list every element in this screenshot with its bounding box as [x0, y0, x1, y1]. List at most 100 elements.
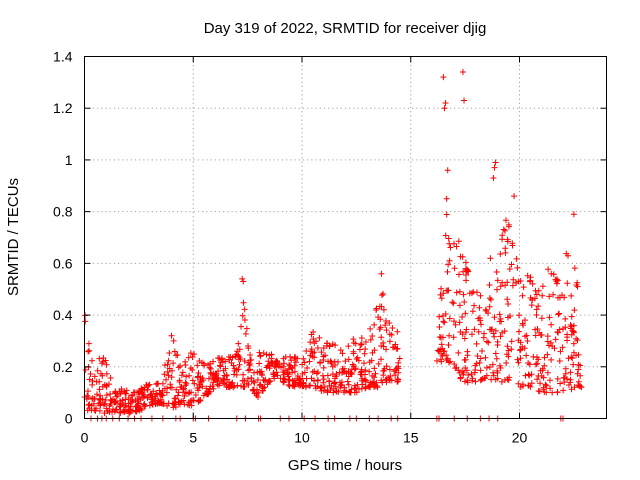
data-point [118, 386, 125, 393]
data-point [445, 342, 452, 349]
data-point [471, 326, 478, 333]
data-point [257, 381, 264, 388]
data-point [162, 362, 169, 369]
data-point [380, 367, 387, 374]
data-point [378, 356, 385, 363]
data-point [388, 377, 395, 384]
data-point [468, 371, 475, 378]
data-point [516, 312, 523, 319]
data-point [519, 292, 526, 299]
data-point [182, 361, 189, 368]
data-point [291, 383, 298, 390]
data-point [471, 369, 478, 376]
data-point [499, 232, 506, 239]
data-point [574, 337, 581, 344]
data-point [468, 331, 475, 338]
data-point [260, 350, 267, 357]
data-point [504, 238, 511, 245]
data-point [180, 385, 187, 392]
data-point [465, 371, 472, 378]
data-point [241, 316, 248, 323]
data-point [447, 244, 454, 251]
data-point [389, 344, 396, 351]
data-point [96, 395, 103, 402]
data-point [160, 400, 167, 407]
data-point [578, 384, 585, 391]
data-point [533, 291, 540, 298]
data-point [450, 334, 457, 341]
data-point [94, 367, 101, 374]
data-point [316, 334, 323, 341]
data-point [164, 368, 171, 375]
data-point [502, 245, 509, 252]
data-point [508, 346, 515, 353]
data-point [442, 232, 449, 239]
data-point [126, 410, 133, 417]
data-point [168, 374, 175, 381]
data-point [296, 376, 303, 383]
data-point [191, 380, 198, 387]
data-point [140, 391, 147, 398]
data-point [506, 265, 513, 272]
data-point [544, 338, 551, 345]
data-point [571, 384, 578, 391]
data-point [328, 359, 335, 366]
data-point [456, 271, 463, 278]
data-point [456, 288, 463, 295]
data-point [462, 356, 469, 363]
data-point [236, 361, 243, 368]
data-point [482, 375, 489, 382]
data-point [223, 383, 230, 390]
data-point [443, 352, 450, 359]
data-point [344, 378, 351, 385]
data-point [389, 325, 396, 332]
data-point [392, 372, 399, 379]
data-point [505, 377, 512, 384]
data-point [240, 383, 247, 390]
data-point [490, 369, 497, 376]
data-point [353, 389, 360, 396]
data-point [443, 211, 450, 218]
y-tick-label: 1.2 [53, 100, 73, 116]
data-point [515, 359, 522, 366]
data-point [183, 380, 190, 387]
data-point [464, 379, 471, 386]
data-point [311, 377, 318, 384]
data-point [350, 362, 357, 369]
data-point [299, 375, 306, 382]
data-point [534, 360, 541, 367]
data-point [356, 346, 363, 353]
data-point [525, 382, 532, 389]
data-point [189, 377, 196, 384]
data-point [538, 331, 545, 338]
data-point [138, 385, 145, 392]
data-point [492, 350, 499, 357]
data-point [86, 405, 93, 412]
data-point [88, 357, 95, 364]
y-tick-label: 0.4 [53, 307, 73, 323]
data-point [504, 279, 511, 286]
data-point [191, 351, 198, 358]
data-point [261, 384, 268, 391]
data-point [120, 408, 127, 415]
data-point [350, 350, 357, 357]
data-point [487, 255, 494, 262]
data-point [453, 289, 460, 296]
data-point [380, 290, 387, 297]
data-point [348, 369, 355, 376]
data-point [457, 375, 464, 382]
data-point [101, 410, 108, 417]
data-point [222, 381, 229, 388]
y-tick-label: 1 [65, 152, 73, 168]
data-point [89, 378, 96, 384]
data-point [380, 343, 387, 350]
data-point [436, 348, 443, 355]
data-point [382, 376, 389, 383]
data-point [533, 312, 540, 319]
y-tick-label: 1.4 [53, 49, 73, 65]
data-point [154, 380, 161, 387]
data-point [459, 314, 466, 321]
data-point [511, 193, 518, 200]
data-point [386, 331, 393, 338]
data-point [395, 359, 402, 366]
